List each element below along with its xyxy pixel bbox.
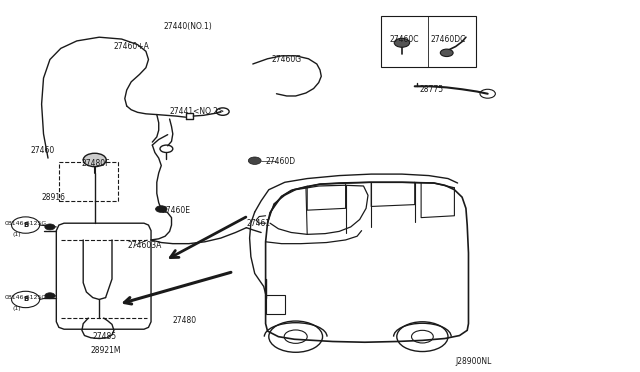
Text: J28900NL: J28900NL (456, 357, 492, 366)
Text: 27460DC: 27460DC (430, 35, 465, 44)
Circle shape (440, 49, 453, 57)
Circle shape (83, 153, 106, 167)
Text: 27460+A: 27460+A (114, 42, 150, 51)
Text: (1): (1) (13, 306, 21, 311)
Text: 27480F: 27480F (82, 159, 111, 168)
Text: 27460G: 27460G (272, 55, 302, 64)
Bar (266, 295, 285, 314)
Text: 27440(NO.1): 27440(NO.1) (163, 22, 212, 31)
Text: 27460E: 27460E (161, 206, 190, 215)
Text: B: B (23, 222, 28, 228)
Circle shape (45, 224, 55, 230)
Text: 27480: 27480 (173, 316, 197, 325)
Circle shape (248, 157, 261, 164)
Text: 27441<NO.2>: 27441<NO.2> (170, 107, 225, 116)
Text: 27460: 27460 (31, 146, 55, 155)
Text: 27461: 27461 (246, 219, 271, 228)
Text: 28916: 28916 (42, 193, 65, 202)
Text: (1): (1) (13, 232, 21, 237)
Bar (381, 16, 476, 67)
Text: 08146-6125G: 08146-6125G (5, 221, 47, 226)
Circle shape (394, 38, 410, 47)
Text: 08146-6125G: 08146-6125G (5, 295, 47, 300)
Text: 274603A: 274603A (128, 241, 163, 250)
Circle shape (45, 293, 55, 299)
Bar (59, 162, 118, 201)
Text: 27485: 27485 (93, 332, 117, 341)
Text: 27460C: 27460C (389, 35, 419, 44)
Text: 28921M: 28921M (91, 346, 122, 355)
Circle shape (156, 206, 167, 212)
Text: 27460D: 27460D (266, 157, 296, 166)
Text: B: B (23, 296, 28, 302)
Text: 28775: 28775 (419, 85, 444, 94)
